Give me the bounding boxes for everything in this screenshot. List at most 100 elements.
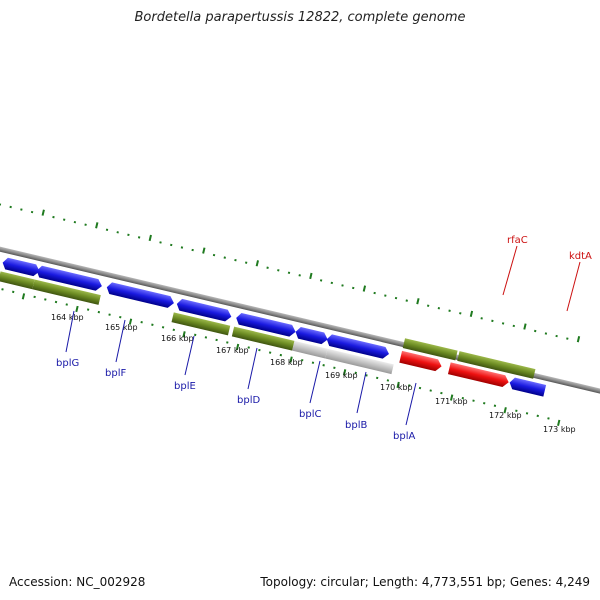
minor-tick [536,414,539,418]
minor-tick [212,253,216,257]
map-title: Bordetella parapertussis 12822, complete… [134,10,466,25]
major-tick [576,336,581,343]
major-tick [396,381,400,389]
gene-bar [32,279,101,305]
callout-line [566,261,581,312]
minor-tick [223,256,226,259]
minor-tick [512,324,516,328]
minor-tick [547,417,550,420]
minor-tick [1,288,4,291]
minor-tick [226,341,229,344]
minor-tick [193,333,197,337]
major-tick [342,369,347,376]
kbp-tick-label: 173 kbp [543,425,576,434]
gene-bar [231,326,295,351]
minor-tick [405,299,408,302]
gene-label-bplG: bplG [56,358,79,369]
minor-tick [544,332,548,335]
minor-tick [394,296,398,300]
minor-tick [330,281,334,285]
kbp-tick-label: 172 kbp [489,411,522,420]
minor-tick [0,203,2,206]
gene-label-bplD: bplD [237,395,260,406]
major-tick [95,222,99,229]
gene-label-kdtA: kdtA [569,251,592,262]
gene-arrow-forward [236,312,296,337]
callout-line [65,310,75,353]
major-tick [289,356,293,363]
gene-arrow-forward [176,298,232,322]
major-tick [75,305,79,313]
major-tick [235,343,240,351]
gene-labels: bplG bplF bplE bplD bplC bplB bplA rfaC … [56,235,592,442]
callout-line [247,347,258,390]
minor-tick [298,274,301,277]
kbp-scale: 164 kbp 165 kbp 166 kbp 167 kbp 168 kbp … [51,313,576,434]
minor-tick [429,389,432,392]
kbp-tick-label: 170 kbp [380,383,413,392]
minor-tick [234,258,237,262]
callout-line [356,371,367,414]
accession-label: Accession: NC_002928 [9,575,146,589]
gene-arrow-forward [399,350,442,372]
major-tick [469,310,474,318]
gene-arrow-forward [447,362,509,387]
minor-tick [127,233,130,237]
minor-tick [301,358,304,362]
major-tick [202,247,206,254]
kbp-tick-label: 166 kbp [161,334,194,343]
kbp-tick-label: 171 kbp [435,397,468,406]
minor-tick [244,261,248,264]
forward-strand-track [2,257,547,397]
minor-tick [418,386,422,390]
minor-tick [534,329,537,333]
major-tick [41,209,45,216]
gene-bar [292,340,328,359]
gene-callouts [65,245,581,426]
minor-tick [204,336,208,339]
minor-tick [73,220,77,224]
major-tick [255,260,260,267]
minor-tick [52,215,55,219]
minor-tick [191,248,194,252]
minor-tick [352,286,355,290]
minor-tick [375,376,379,380]
major-tick [128,318,133,325]
minor-tick [373,291,376,295]
gene-arrow-forward [326,334,389,359]
minor-tick [54,300,58,304]
minor-tick [408,384,411,387]
major-tick [21,293,26,300]
minor-tick [119,315,122,319]
gene-label-bplA: bplA [393,431,415,442]
minor-tick [170,243,173,247]
minor-tick [140,321,143,324]
major-tick [309,272,313,280]
minor-tick [9,205,12,209]
gene-label-bplB: bplB [345,420,367,431]
gene-bar [0,271,35,290]
gene-bar [325,348,394,375]
minor-tick [268,351,272,354]
minor-tick [161,326,165,329]
minor-tick [333,366,336,369]
minor-tick [426,304,430,307]
gene-arrow-forward [509,377,547,397]
kbp-tick-label: 169 kbp [325,371,358,380]
gene-arrow-forward [36,265,102,291]
outer-tick-ring [0,203,581,343]
minor-tick [65,303,68,306]
gene-arrow-forward [295,326,328,345]
gene-arrow-forward [2,257,40,277]
major-tick [523,323,527,330]
minor-tick [459,312,462,315]
minor-tick [461,396,465,400]
callout-line [309,360,321,404]
callout-line [184,335,195,376]
minor-tick [97,310,101,314]
minor-tick [172,328,175,332]
minor-tick [341,284,344,287]
minor-tick [137,236,141,239]
minor-tick [448,309,451,312]
major-tick [557,419,561,427]
